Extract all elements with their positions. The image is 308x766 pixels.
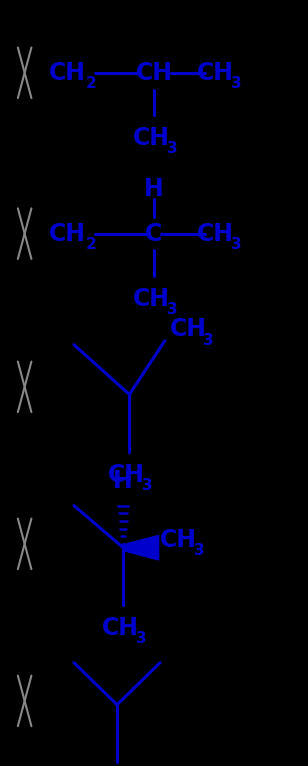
Text: 3: 3 — [167, 141, 177, 156]
Text: CH: CH — [102, 616, 139, 640]
Text: 3: 3 — [136, 631, 146, 647]
Text: 3: 3 — [142, 478, 152, 493]
Text: CH: CH — [197, 61, 234, 85]
Text: CH: CH — [160, 528, 197, 552]
Polygon shape — [124, 535, 159, 560]
Text: H: H — [113, 469, 133, 493]
Text: CH: CH — [108, 463, 145, 487]
Text: H: H — [144, 177, 164, 201]
Text: CH: CH — [136, 61, 172, 85]
Text: 2: 2 — [86, 237, 97, 252]
Text: CH: CH — [49, 221, 86, 246]
Text: CH: CH — [132, 286, 169, 311]
Text: 2: 2 — [86, 76, 97, 91]
Text: 3: 3 — [231, 76, 242, 91]
Text: CH: CH — [169, 317, 206, 342]
Text: 3: 3 — [194, 543, 205, 558]
Text: 3: 3 — [231, 237, 242, 252]
Text: C: C — [145, 221, 163, 246]
Text: 3: 3 — [167, 302, 177, 317]
Text: CH: CH — [49, 61, 86, 85]
Text: 3: 3 — [203, 332, 213, 348]
Text: CH: CH — [132, 126, 169, 150]
Text: CH: CH — [197, 221, 234, 246]
